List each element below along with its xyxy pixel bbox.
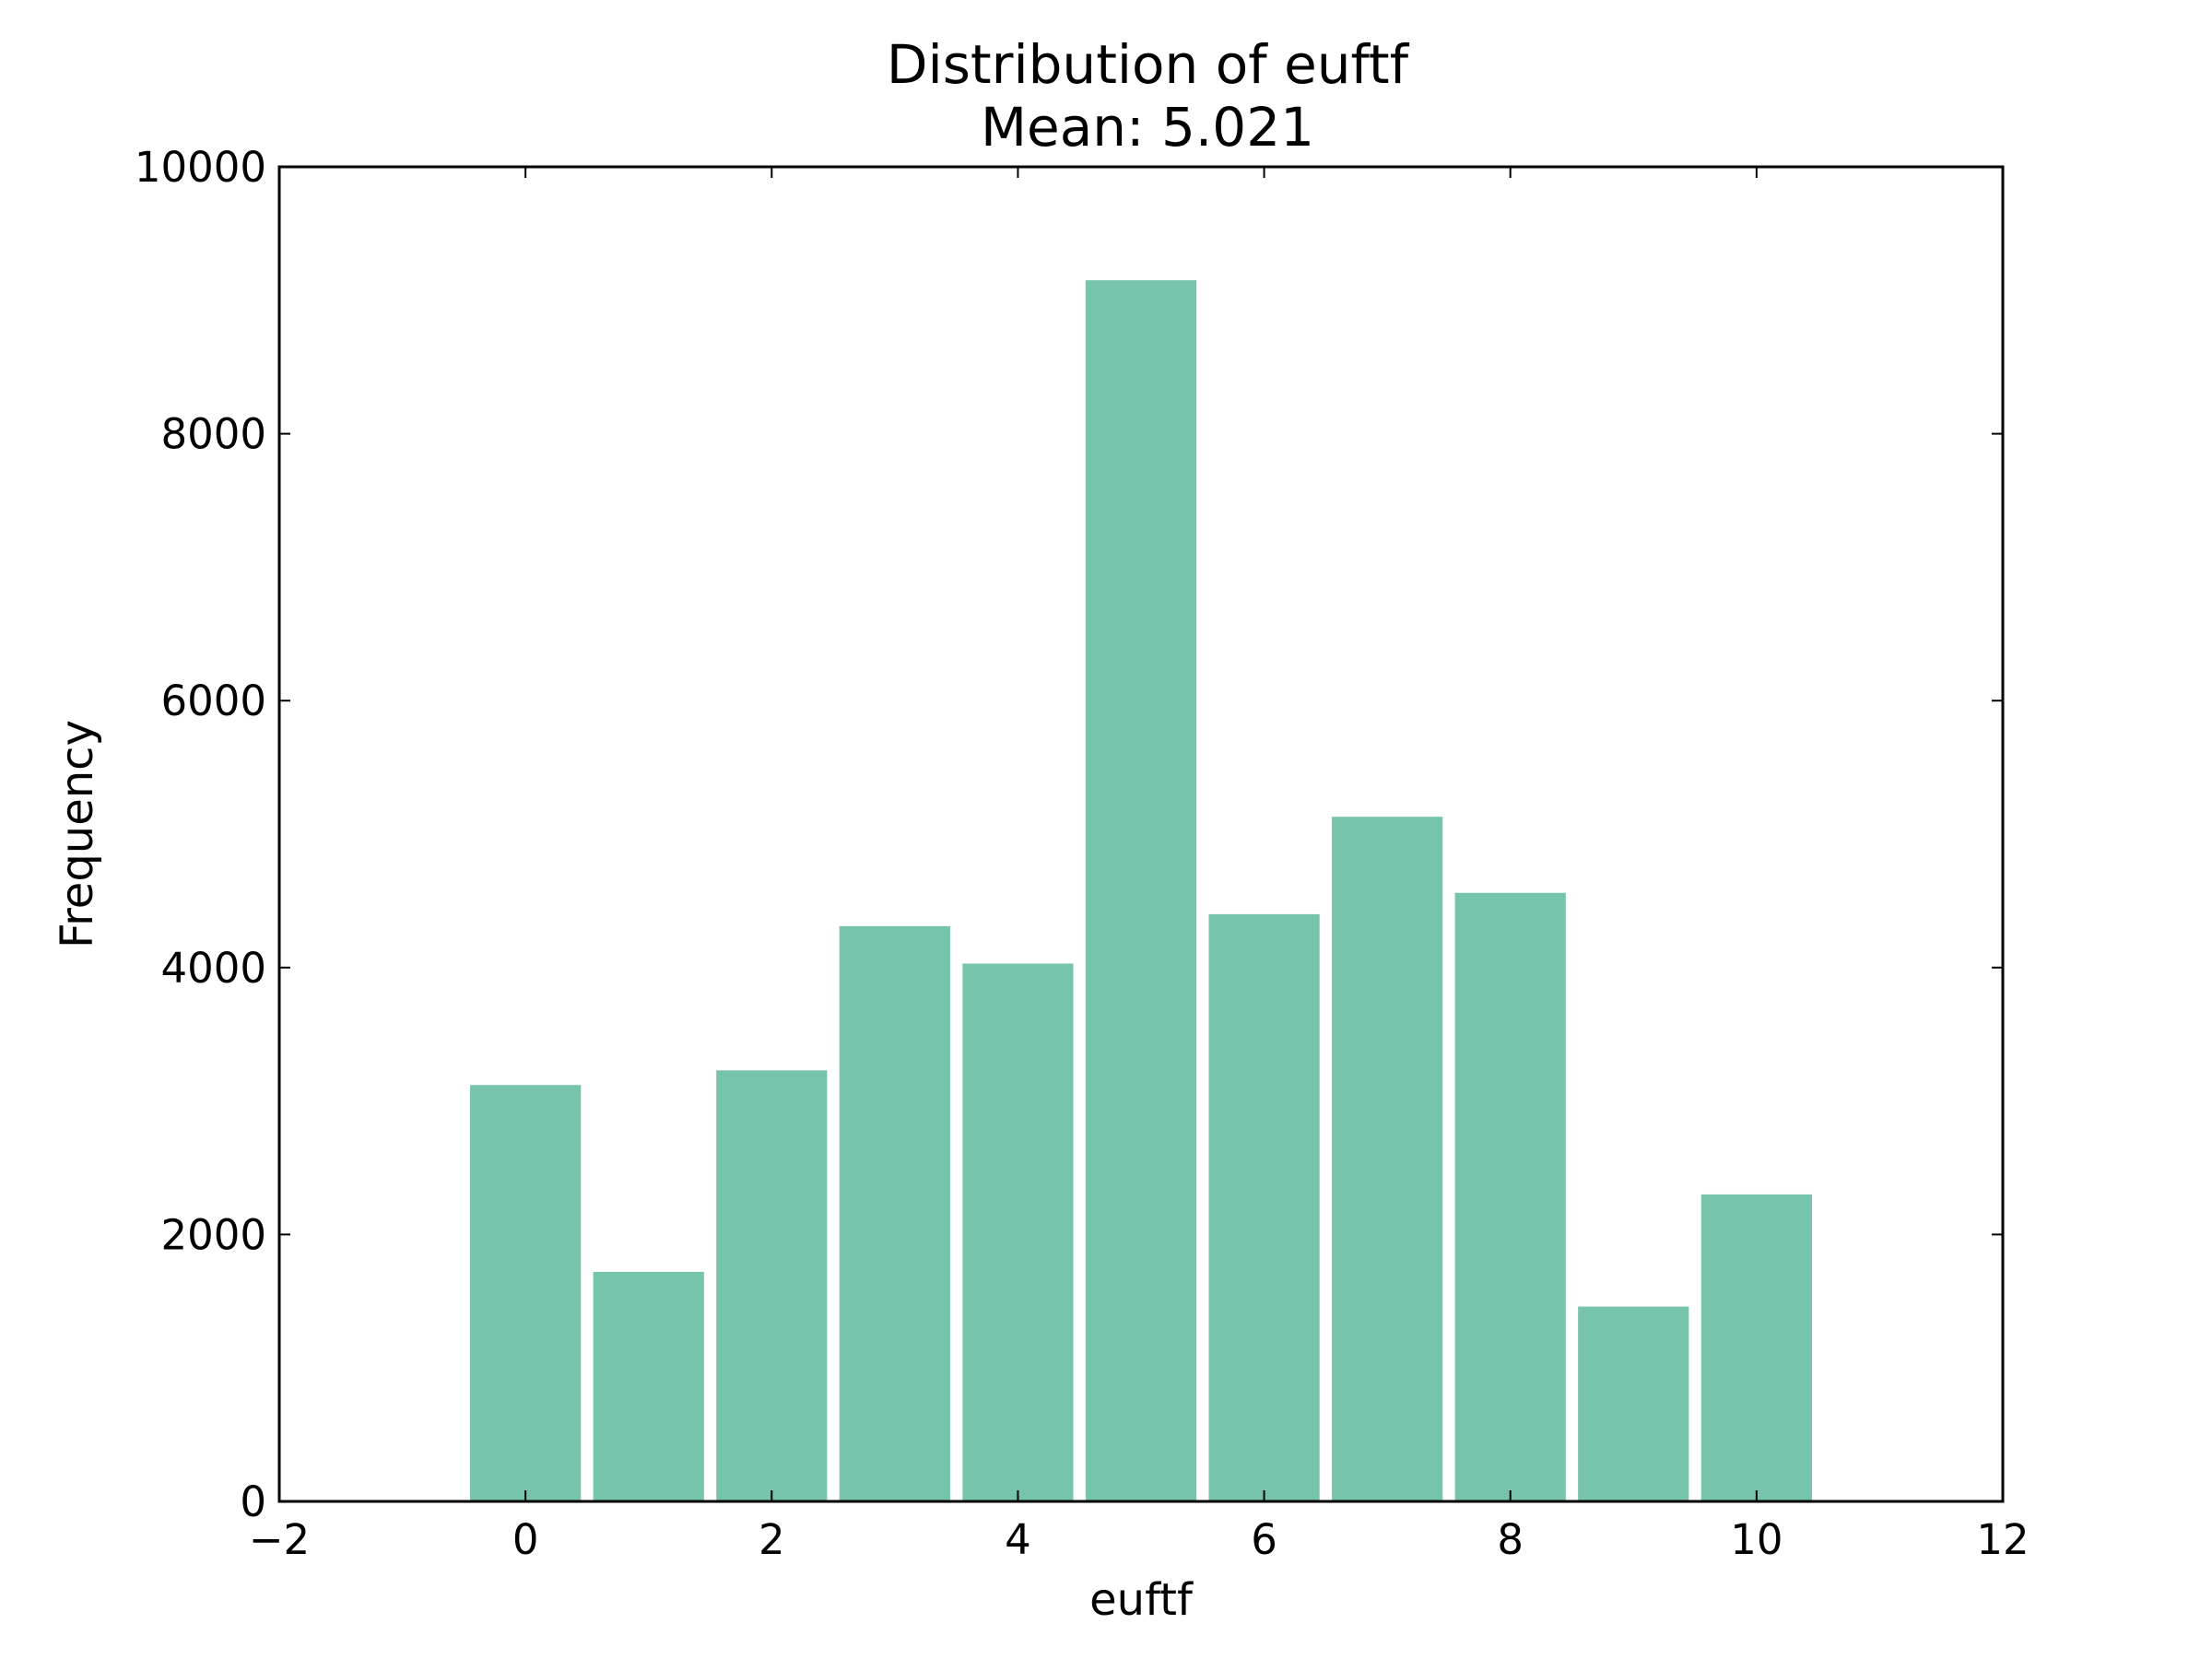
bar-4 bbox=[962, 963, 1074, 1501]
y-tick-label: 4000 bbox=[160, 944, 266, 993]
bar-7 bbox=[1332, 817, 1443, 1501]
bar-series bbox=[470, 280, 1812, 1502]
plot-frame bbox=[277, 165, 2005, 1503]
x-tick-label: 0 bbox=[512, 1515, 539, 1564]
y-tick-label: 8000 bbox=[160, 410, 266, 459]
x-tick-label: 6 bbox=[1251, 1515, 1277, 1564]
y-tick-label: 10000 bbox=[135, 143, 266, 192]
bar-6 bbox=[1208, 913, 1320, 1501]
chart-title: Distribution of euftf bbox=[887, 33, 1410, 96]
x-tick-label: 10 bbox=[1730, 1515, 1783, 1564]
x-tick-label: 2 bbox=[759, 1515, 785, 1564]
x-tick-label: 8 bbox=[1497, 1515, 1524, 1564]
x-tick-label: −2 bbox=[249, 1515, 310, 1564]
bar-8 bbox=[1454, 892, 1566, 1501]
x-tick-label: 4 bbox=[1005, 1515, 1031, 1564]
bar-10 bbox=[1700, 1194, 1812, 1501]
bar-5 bbox=[1085, 280, 1197, 1502]
x-axis-label: euftf bbox=[1089, 1574, 1194, 1626]
bar-3 bbox=[839, 925, 950, 1501]
chart-subtitle: Mean: 5.021 bbox=[981, 96, 1314, 159]
y-tick-label: 2000 bbox=[160, 1210, 266, 1259]
y-axis-label: Frequency bbox=[52, 720, 103, 948]
x-tick-label: 12 bbox=[1976, 1515, 2029, 1564]
y-tick-label: 0 bbox=[240, 1477, 266, 1526]
bar-0 bbox=[470, 1085, 582, 1501]
bar-2 bbox=[716, 1070, 828, 1501]
bar-1 bbox=[593, 1271, 704, 1501]
y-tick-label: 6000 bbox=[160, 677, 266, 725]
bar-9 bbox=[1578, 1306, 1689, 1501]
